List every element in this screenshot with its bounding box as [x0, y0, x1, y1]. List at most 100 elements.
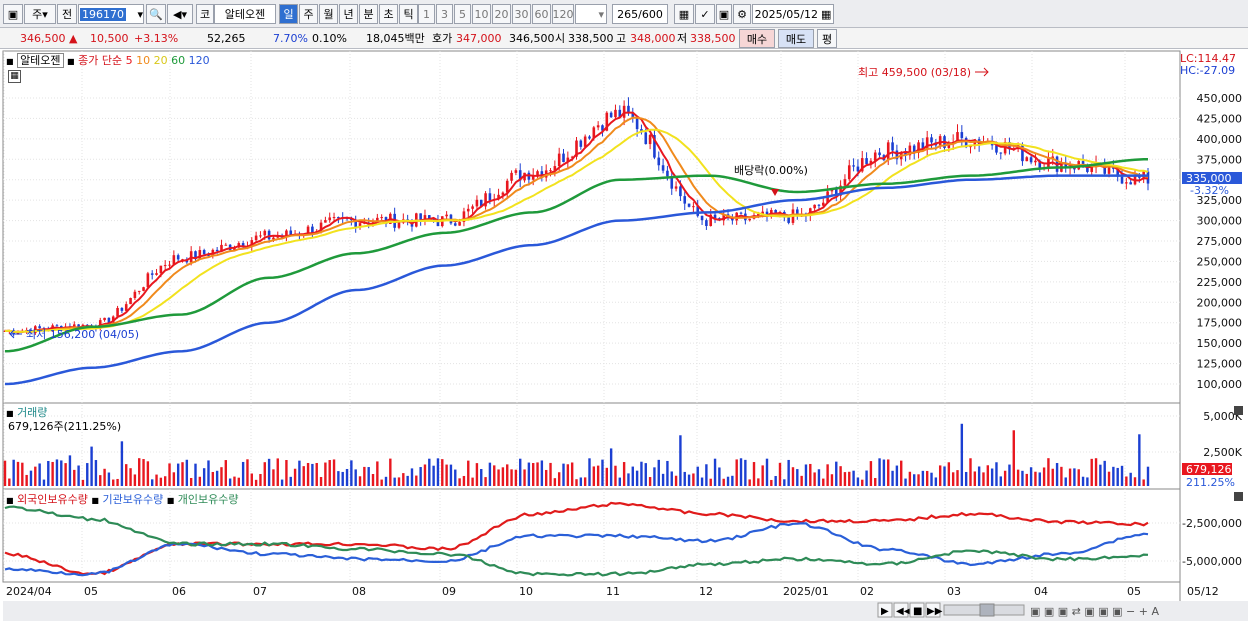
candle-body: [527, 172, 531, 180]
candle-body: [1081, 161, 1085, 167]
volume-bar: [168, 463, 171, 486]
minute-120[interactable]: 120: [552, 4, 574, 24]
candle-body: [960, 132, 964, 138]
candle-body: [653, 135, 656, 158]
current-change-label: -3.32%: [1190, 184, 1229, 197]
eval-button[interactable]: 평: [817, 29, 837, 48]
volume-bar: [731, 475, 734, 486]
volume-bar: [609, 448, 613, 486]
toolbar: ▣ 주 ▾ 전 196170 ▾ 🔍 ◀▾ 코 알테오젠 일 주 월 년 분 초 …: [0, 0, 1248, 28]
volume-legend: ■ 거래량: [6, 406, 48, 419]
volume-bar: [1142, 479, 1145, 486]
volume-bar: [462, 475, 466, 486]
volume-bar: [1103, 460, 1106, 486]
legend-ma120: 120: [188, 54, 210, 67]
minute-20[interactable]: 20: [492, 4, 511, 24]
holding-close-icon[interactable]: [1234, 492, 1243, 501]
prev-button[interactable]: 전: [57, 4, 77, 24]
volume-bar: [744, 459, 747, 486]
individual-holding-line: [4, 505, 1149, 577]
candle-body: [904, 152, 907, 156]
volume-bar: [822, 478, 825, 486]
volume-bar: [280, 479, 284, 486]
volume-bar: [1051, 468, 1054, 486]
x-axis-label: 05: [84, 585, 98, 598]
candle-body: [679, 186, 682, 197]
volume-close-icon[interactable]: [1234, 406, 1243, 415]
count-field[interactable]: 265/600: [612, 4, 668, 24]
date-field[interactable]: 2025/05/12 ▦: [752, 4, 834, 24]
volume-bar: [376, 461, 379, 486]
tab-day[interactable]: 일: [279, 4, 298, 24]
candle-body: [839, 185, 842, 196]
tab-year[interactable]: 년: [339, 4, 358, 24]
candle-body: [198, 250, 202, 260]
candle-body: [129, 298, 132, 305]
volume-bar: [12, 459, 15, 486]
volume-bar: [510, 469, 513, 486]
tab-minute[interactable]: 분: [359, 4, 378, 24]
candle-body: [471, 206, 474, 209]
tab-second[interactable]: 초: [379, 4, 398, 24]
volume-bar: [1094, 458, 1098, 486]
volume-bar: [635, 470, 639, 486]
volume-bar: [735, 459, 738, 486]
minute-5[interactable]: 5: [454, 4, 471, 24]
candle-body: [956, 132, 959, 142]
candle-body: [1029, 157, 1033, 163]
candle-body: [103, 317, 106, 321]
chart-settings-icon[interactable]: ▦: [674, 4, 694, 24]
volume-bar: [42, 479, 46, 486]
volume-bar: [276, 458, 279, 486]
tab-month[interactable]: 월: [319, 4, 338, 24]
minute-3[interactable]: 3: [436, 4, 453, 24]
minute-10[interactable]: 10: [472, 4, 491, 24]
foreign-holding-line: [4, 501, 1149, 576]
volume-bar: [925, 470, 929, 486]
save-icon[interactable]: ▣: [716, 4, 732, 24]
candle-body: [661, 165, 665, 171]
y-tick-label: 300,000: [1197, 215, 1243, 228]
volume-bar: [432, 465, 435, 486]
candle-body: [488, 193, 492, 201]
search-icon[interactable]: 🔍: [146, 4, 166, 24]
volume-bar: [687, 474, 691, 486]
x-axis-label: 2024/04: [6, 585, 52, 598]
volume-bar: [1077, 469, 1080, 486]
volume-bar: [367, 467, 370, 486]
volume-bar: [977, 466, 981, 486]
legend-stock-name[interactable]: 알테오젠: [17, 53, 64, 68]
buy-button[interactable]: 매수: [739, 29, 775, 48]
draw-tool-icon[interactable]: ✓: [695, 4, 715, 24]
sell-button[interactable]: 매도: [778, 29, 814, 48]
table-icon[interactable]: ▦: [8, 70, 21, 83]
candle-body: [1116, 168, 1119, 177]
volume-bar: [908, 471, 912, 486]
low-annotation: 최저 156,200 (04/05): [26, 328, 139, 341]
tab-tick[interactable]: 틱: [399, 4, 418, 24]
calendar-icon[interactable]: ▦: [821, 7, 832, 21]
stock-name-field[interactable]: 알테오젠: [214, 4, 276, 24]
gear-icon[interactable]: ⚙: [733, 4, 751, 24]
interval-select[interactable]: ▾: [575, 4, 607, 24]
volume-bar: [904, 478, 907, 486]
stock-type-select[interactable]: 주 ▾: [24, 4, 56, 24]
volume-bar: [657, 459, 660, 486]
candle-body: [1051, 156, 1055, 159]
volume-bar: [397, 477, 401, 486]
candle-body: [475, 199, 479, 207]
layout-icon[interactable]: ▣: [3, 4, 23, 24]
code-input[interactable]: 196170 ▾: [78, 4, 144, 24]
minute-30[interactable]: 30: [512, 4, 531, 24]
volume-bar: [1073, 468, 1076, 486]
minute-1[interactable]: 1: [418, 4, 435, 24]
x-axis-label: 02: [860, 585, 874, 598]
volume-bar: [674, 475, 678, 486]
chart-svg[interactable]: 450,000425,000400,000375,000350,000325,0…: [0, 49, 1248, 622]
tab-week[interactable]: 주: [299, 4, 318, 24]
minute-60[interactable]: 60: [532, 4, 551, 24]
speaker-icon[interactable]: ◀▾: [167, 4, 193, 24]
quote-bid-label: 호가: [432, 32, 453, 45]
volume-bar: [848, 471, 851, 486]
candle-body: [908, 145, 912, 156]
